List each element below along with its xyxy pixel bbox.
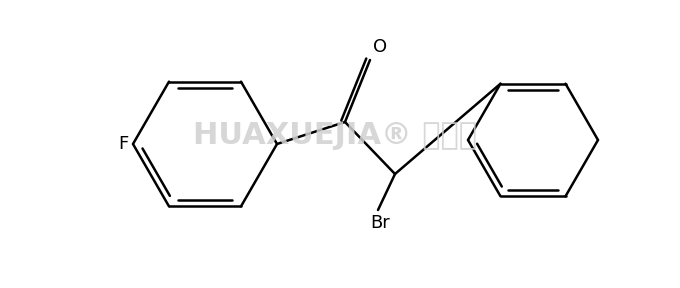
Text: O: O xyxy=(373,38,387,56)
Text: Br: Br xyxy=(370,214,390,232)
Text: F: F xyxy=(119,135,129,153)
Text: HUAXUEJIA® 化学加: HUAXUEJIA® 化学加 xyxy=(193,122,477,151)
